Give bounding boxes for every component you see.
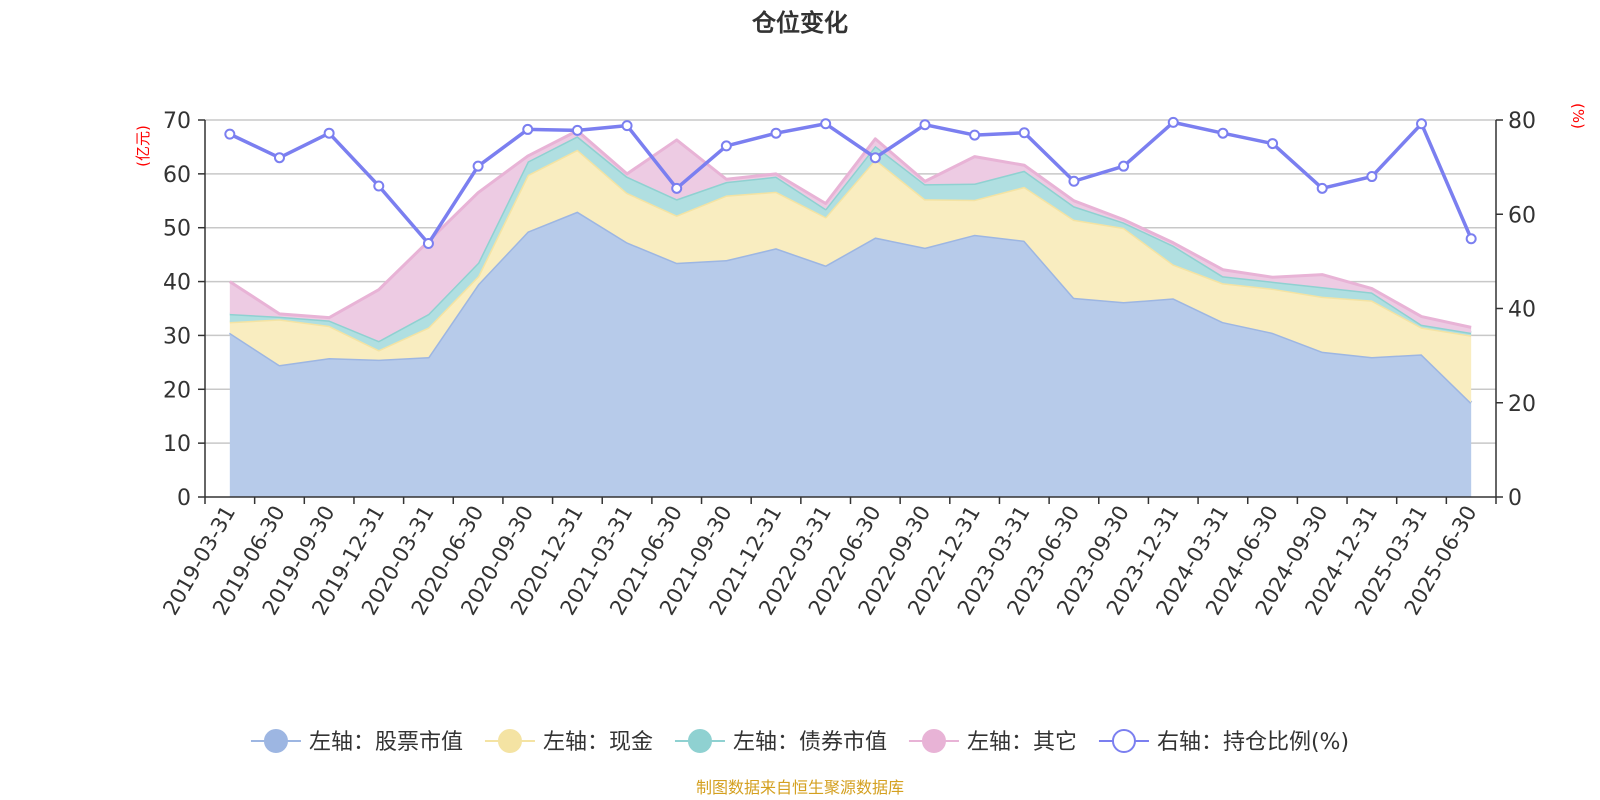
ratio-point [273, 152, 285, 164]
left-tick-label: 30 [163, 324, 191, 349]
ratio-point [720, 140, 732, 152]
legend-marker-dot [1111, 729, 1136, 753]
legend-marker-dot [921, 729, 946, 753]
left-tick-label: 60 [163, 163, 191, 188]
legend-label: 左轴：现金 [543, 730, 653, 755]
legend-label: 左轴：其它 [967, 730, 1077, 755]
ratio-point [770, 127, 782, 139]
legend-label: 左轴：债券市值 [733, 730, 887, 755]
axes [198, 119, 1503, 504]
left-tick-label: 20 [163, 378, 191, 403]
legend-marker-dot [263, 729, 288, 753]
legend: 左轴：股票市值 左轴：现金 左轴：债券市值 左轴：其它 右轴：持仓比例(%) [250, 729, 1349, 755]
legend-label: 右轴：持仓比例(%) [1157, 730, 1349, 755]
area-series-2 [229, 149, 1472, 403]
ratio-point [621, 120, 633, 132]
ratio-point [869, 152, 881, 164]
ratio-point [1217, 127, 1229, 139]
ratio-point [1267, 138, 1279, 150]
legend-item-4[interactable]: 左轴：其它 [908, 729, 1077, 755]
right-tick-label: 0 [1508, 486, 1522, 511]
left-tick-label: 0 [177, 486, 191, 511]
ratio-point [820, 118, 832, 130]
right-tick-label: 80 [1508, 109, 1536, 134]
left-axis-unit: (亿元) [134, 125, 152, 167]
right-tick-label: 40 [1508, 298, 1536, 323]
ratio-point [1416, 118, 1428, 130]
left-tick-label: 50 [163, 217, 191, 242]
ratio-point [323, 127, 335, 139]
legend-label: 左轴：股票市值 [309, 730, 463, 755]
right-axis-unit: (%) [1569, 103, 1587, 129]
area-series-1 [229, 211, 1472, 498]
ratio-point [969, 129, 981, 141]
legend-marker-dot [687, 729, 712, 753]
right-tick-label: 60 [1508, 203, 1536, 228]
legend-item-2[interactable]: 左轴：现金 [484, 729, 653, 755]
data-source-note: 制图数据来自恒生聚源数据库 [696, 778, 904, 797]
ratio-point [1167, 116, 1179, 128]
ratio-line [229, 120, 1473, 246]
left-tick-label: 10 [163, 432, 191, 457]
ratio-point [224, 128, 236, 140]
ratio-point [522, 123, 534, 135]
legend-marker-dot [497, 729, 522, 753]
stacked-areas [229, 129, 1473, 498]
chart-title: 仓位变化 [751, 9, 848, 37]
left-tick-label: 40 [163, 271, 191, 296]
ratio-point [422, 237, 434, 249]
ratio-point [1366, 171, 1378, 183]
legend-item-1[interactable]: 左轴：股票市值 [250, 729, 463, 755]
ratio-point [1068, 175, 1080, 187]
ratio-point [472, 160, 484, 172]
ratio-point [571, 124, 583, 136]
ratio-point [671, 182, 683, 194]
ratio-point [373, 180, 385, 192]
left-tick-label: 70 [163, 109, 191, 134]
legend-item-5[interactable]: 右轴：持仓比例(%) [1098, 729, 1349, 755]
legend-item-3[interactable]: 左轴：债券市值 [674, 729, 887, 755]
ratio-point [1316, 182, 1328, 194]
ratio-point [919, 119, 931, 131]
right-tick-label: 20 [1508, 392, 1536, 417]
holding-ratio-line [224, 116, 1477, 249]
ratio-point [1118, 160, 1130, 172]
ratio-point [1465, 233, 1477, 245]
ratio-point [1018, 127, 1030, 139]
